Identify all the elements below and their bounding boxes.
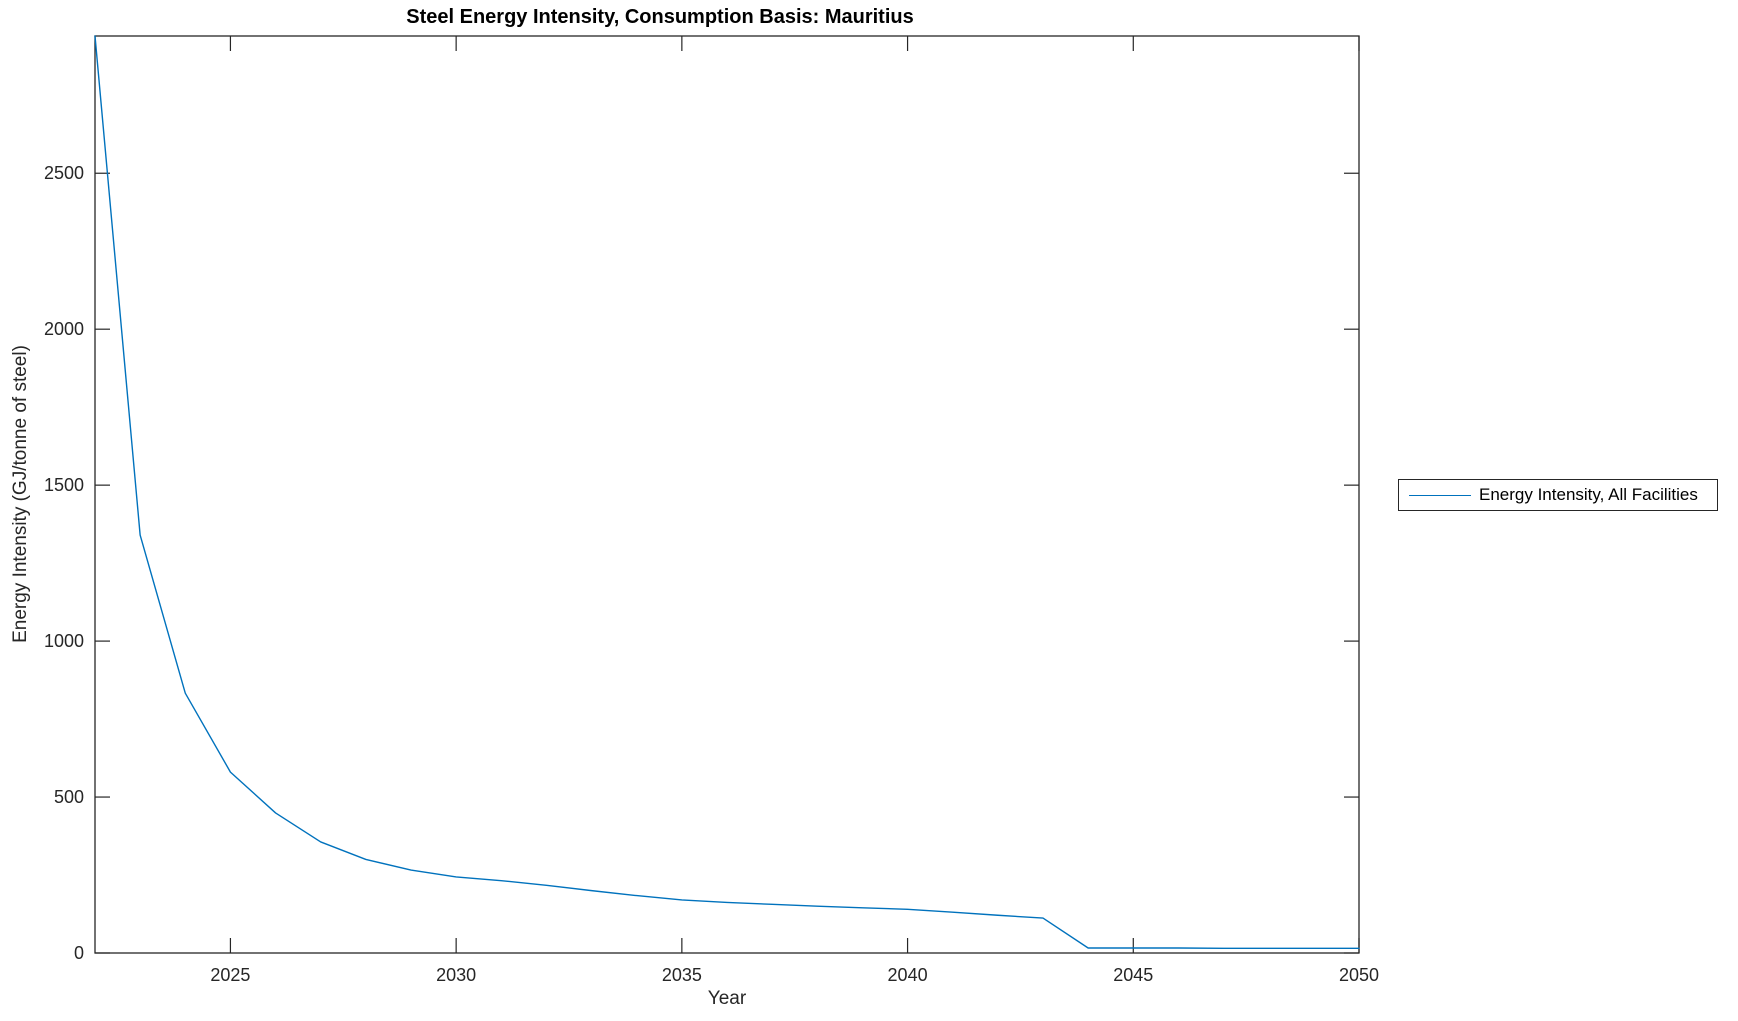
chart-title: Steel Energy Intensity, Consumption Basi… [406,6,914,28]
x-tick-label: 2040 [888,965,928,985]
y-tick-label: 1000 [44,631,84,651]
energy-intensity-line [94,35,1360,950]
y-tick-label: 0 [74,943,84,963]
x-tick-label: 2030 [436,965,476,985]
x-tick-label: 2050 [1339,965,1379,985]
x-tick-label: 2035 [662,965,702,985]
y-tick-label: 500 [54,787,84,807]
legend: Energy Intensity, All Facilities [1398,479,1718,511]
y-tick-label: 1500 [44,475,84,495]
legend-line-sample [1409,494,1471,496]
x-tick-label: 2045 [1113,965,1153,985]
y-axis-label: Energy Intensity (GJ/tonne of steel) [10,345,31,643]
y-tick-label: 2000 [44,319,84,339]
legend-entry-label: Energy Intensity, All Facilities [1479,485,1698,504]
x-axis-label: Year [707,988,747,1009]
axes-box [94,35,1360,954]
x-tick-label: 2025 [210,965,250,985]
y-tick-label: 2500 [44,163,84,183]
